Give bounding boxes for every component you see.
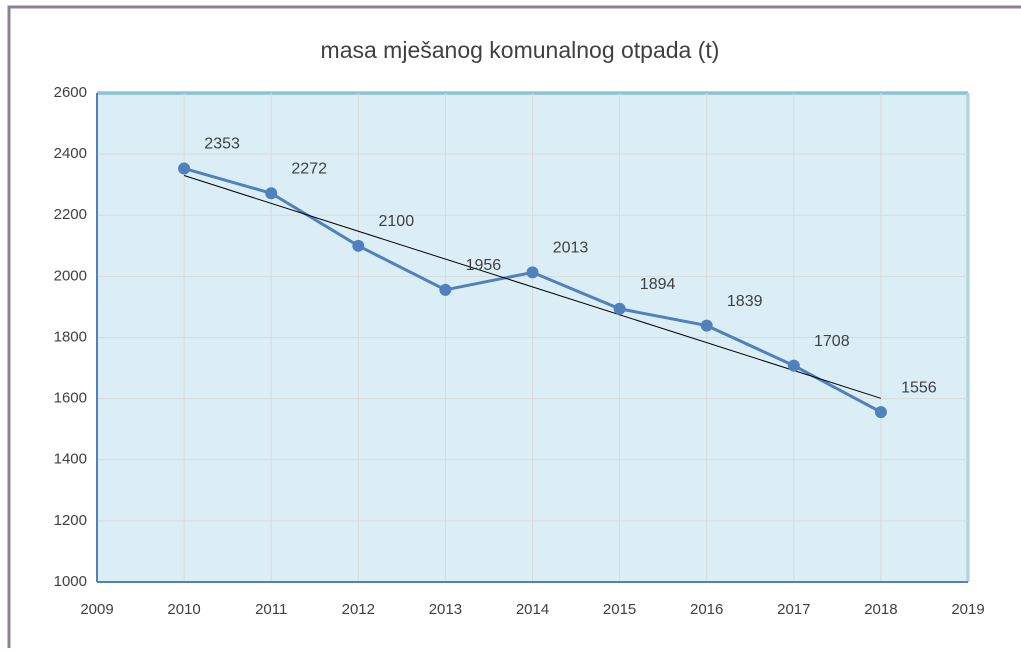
y-tick-label: 1000 [54,573,87,590]
x-tick-label: 2019 [951,601,984,618]
data-label: 1956 [466,257,502,274]
trendline [183,175,882,399]
data-label: 2353 [204,136,240,153]
y-tick-label: 1600 [54,390,87,407]
y-tick-label: 2400 [54,145,87,162]
data-label: 1894 [640,276,676,293]
x-tick-label: 2009 [80,601,113,618]
y-tick-label: 1800 [54,328,87,345]
y-tick-label: 2000 [54,267,87,284]
x-tick-label: 2017 [777,601,810,618]
data-point [439,283,452,296]
y-tick-label: 2600 [54,84,87,101]
x-tick-label: 2018 [864,601,897,618]
marks: 2353 2272 2100 1956 2013 1894 1839 1708 1556 [178,136,937,419]
data-point [787,359,800,372]
data-point [700,319,713,332]
data-label: 1708 [814,333,850,350]
data-point [613,302,626,315]
x-tick-label: 2014 [516,601,549,618]
data-label: 1556 [901,379,937,396]
data-point [526,266,539,279]
data-point [352,239,365,252]
data-label: 2013 [553,240,589,257]
data-label: 2100 [379,213,415,230]
y-tick-label: 1200 [54,512,87,529]
x-tick-label: 2010 [167,601,200,618]
x-tick-label: 2016 [690,601,723,618]
y-tick-label: 2200 [54,206,87,223]
x-tick-label: 2011 [255,601,287,618]
chart-title: masa mješanog komunalnog otpada (t) [321,37,720,63]
data-point [874,406,887,419]
data-point [178,162,191,175]
data-label: 1839 [727,293,763,310]
data-label: 2272 [291,160,327,177]
y-tick-label: 1400 [54,451,87,468]
x-tick-label: 2012 [342,601,375,618]
x-tick-label: 2015 [603,601,636,618]
frame [7,5,1021,648]
data-point [265,187,278,200]
x-tick-label: 2013 [429,601,462,618]
